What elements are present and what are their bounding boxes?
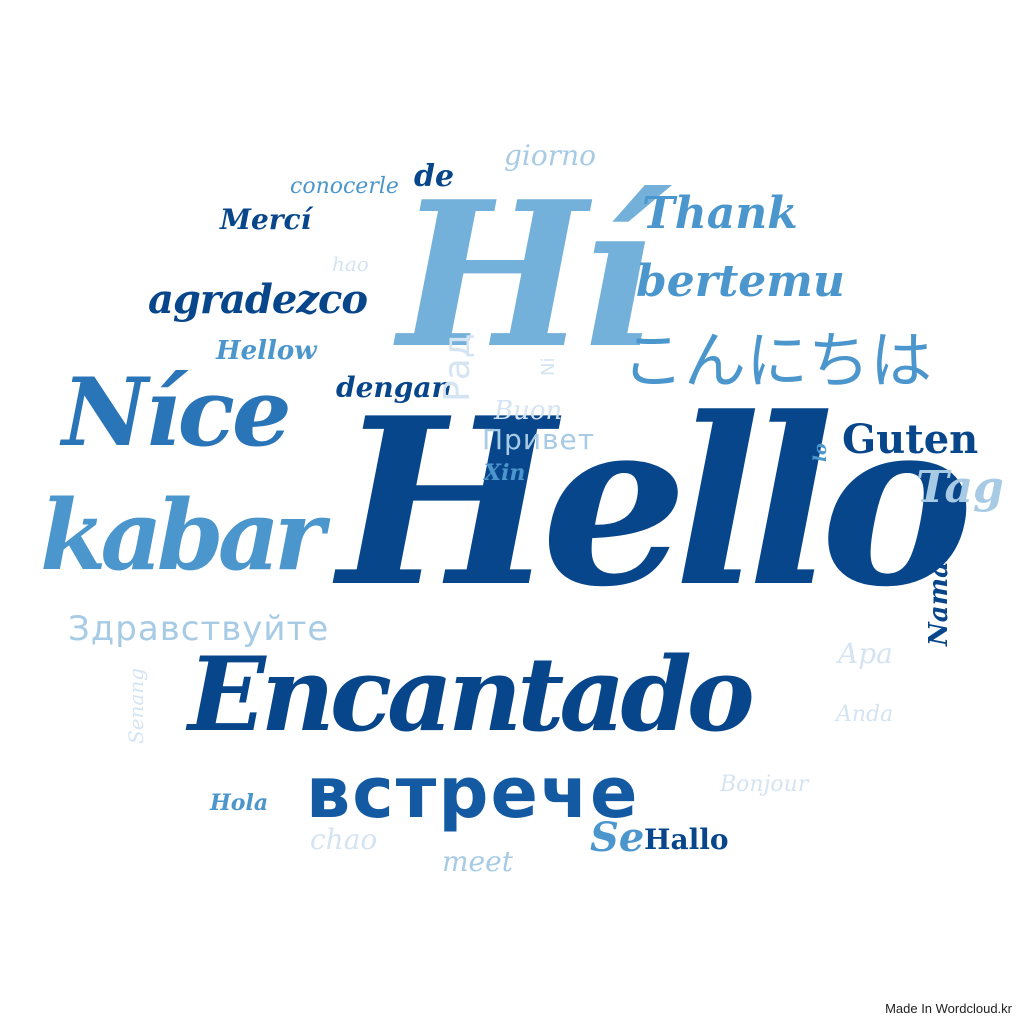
word-bertemu: bertemu — [636, 256, 845, 307]
word-guten: Guten — [842, 416, 979, 463]
word-rad: Рад — [437, 333, 478, 402]
word-dengan: dengan — [336, 371, 452, 404]
word-anda: Anda — [836, 702, 894, 727]
word-buon: Buon — [494, 396, 563, 426]
word-agradezco: agradezco — [148, 276, 368, 323]
word-hello: Hello — [338, 368, 974, 638]
word-hallo: Hallo — [644, 823, 729, 856]
word-vstreche: встрече — [306, 752, 640, 834]
word-senang: Senang — [124, 667, 148, 744]
word-kabar: kabar — [40, 479, 325, 592]
word-bonjour: Bonjour — [720, 772, 809, 797]
credit-text: Made In Wordcloud.kr — [885, 1001, 1012, 1016]
word-conocerle: conocerle — [290, 174, 399, 199]
word-apa: Apa — [838, 637, 893, 670]
word-hao: hao — [332, 252, 369, 276]
word-privet: Привет — [482, 423, 596, 456]
word-konnichiwa: こんにちは — [622, 324, 933, 397]
word-tag: Tag — [916, 462, 1004, 513]
word-zdravstvuyte: Здравствуйте — [68, 609, 330, 649]
word-thank: Thank — [642, 188, 798, 239]
word-giorno: giorno — [504, 139, 597, 172]
word-hellow: Hellow — [216, 336, 317, 366]
word-namaste: Namaste — [924, 517, 954, 646]
word-ni: Ni — [538, 357, 559, 376]
word-nice: Níce — [62, 358, 292, 468]
word-lo: lo — [810, 443, 831, 462]
word-se: Se — [590, 814, 645, 861]
word-hola: Hola — [210, 790, 269, 816]
word-de: de — [414, 159, 455, 194]
word-hi: Hí — [398, 158, 655, 393]
word-encantado: Encantado — [188, 635, 755, 755]
word-meet: meet — [442, 845, 513, 878]
word-chao: chao — [310, 823, 378, 856]
word-xin: Xin — [484, 460, 526, 486]
word-merci: Mercí — [220, 203, 312, 236]
